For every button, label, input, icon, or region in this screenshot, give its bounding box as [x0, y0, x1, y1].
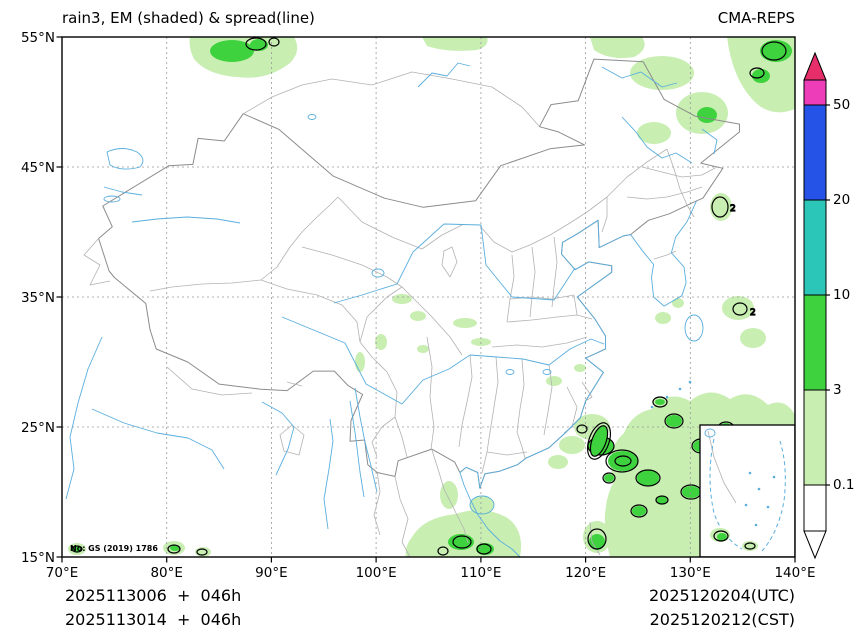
lon-label: 90°E: [255, 565, 287, 581]
lat-label: 25°N: [21, 420, 55, 436]
colorbar-tick-label: 10: [833, 287, 850, 303]
colorbar-tick-label: 20: [833, 192, 850, 208]
lat-label: 45°N: [21, 160, 55, 176]
colorbar-segment-10-20: [803, 199, 827, 296]
colorbar-tick-label: 50: [833, 97, 850, 113]
grid-lines: [62, 37, 795, 557]
lat-label: 15°N: [21, 550, 55, 566]
init-time-cst: 2025113014 + 046h: [65, 610, 241, 629]
colorbar: 50 20 10 3 0.1: [803, 51, 854, 560]
colorbar-segment-01-3: [803, 389, 827, 486]
lon-label: 110°E: [460, 565, 501, 581]
colorbar-segment-3-10: [803, 294, 827, 391]
map-frame: [61, 36, 796, 558]
south-china-sea-inset: [699, 424, 795, 557]
chart-title: rain3, EM (shaded) & spread(line): [62, 9, 315, 27]
colorbar-lower-arrow: [803, 530, 827, 560]
province-boundaries: [83, 71, 718, 557]
rivers-and-coastlines: [65, 62, 718, 557]
colorbar-tick-label: 3: [833, 382, 842, 398]
lat-label: 55°N: [21, 30, 55, 46]
footer-times: 2025113006 + 046h 2025113014 + 046h 2025…: [65, 586, 795, 629]
lat-axis-labels: 55°N 45°N 35°N 25°N 15°N: [21, 30, 55, 566]
valid-time-cst: 2025120212(CST): [650, 610, 795, 629]
contour-label: 2: [750, 308, 756, 318]
model-name: CMA-REPS: [718, 9, 795, 27]
colorbar-segment-20-50: [803, 104, 827, 201]
colorbar-segment-lt01: [803, 484, 827, 532]
lon-label: 80°E: [150, 565, 182, 581]
lon-label: 120°E: [565, 565, 606, 581]
colorbar-upper-arrow: [803, 51, 827, 81]
lon-label: 140°E: [774, 565, 815, 581]
init-time-utc: 2025113006 + 046h: [65, 586, 241, 605]
colorbar-segment-gt50: [803, 79, 827, 106]
lon-axis-labels: 70°E 80°E 90°E 100°E 110°E 120°E 130°E 1…: [46, 565, 816, 581]
map-area: 2 2 N: [61, 36, 796, 558]
license-text: No: GS (2019) 1786: [70, 544, 158, 553]
lat-label: 35°N: [21, 290, 55, 306]
colorbar-tick-label: 0.1: [833, 477, 854, 493]
contour-label: 2: [730, 204, 736, 214]
lon-label: 130°E: [670, 565, 711, 581]
valid-time-utc: 2025120204(UTC): [649, 586, 795, 605]
lon-label: 70°E: [46, 565, 78, 581]
axis-tick-marks: [56, 36, 796, 563]
lon-label: 100°E: [356, 565, 397, 581]
